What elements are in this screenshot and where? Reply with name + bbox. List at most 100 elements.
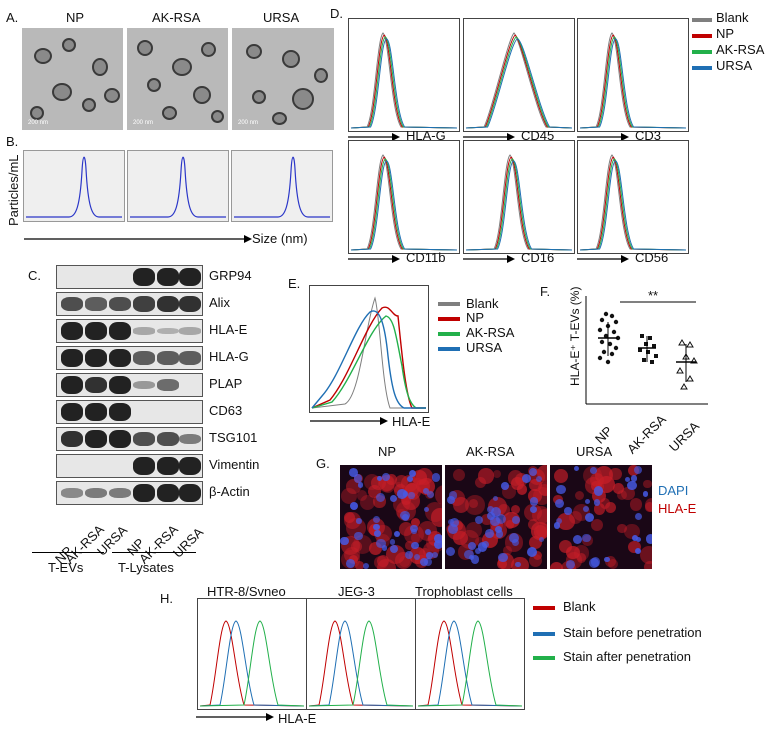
- dapi-nucleus: [495, 526, 503, 534]
- panel-a-title-np: NP: [66, 10, 85, 25]
- blot-strip-hlag: [56, 346, 203, 370]
- hla-e-stain: [430, 508, 442, 527]
- blot-band: [85, 376, 107, 394]
- legend-e-ursa: URSA: [466, 340, 503, 355]
- hla-e-stain: [593, 502, 606, 515]
- blot-strip-plap: [56, 373, 203, 397]
- dapi-nucleus: [372, 523, 380, 531]
- hla-e-stain: [466, 522, 482, 538]
- flow-curves-e: [311, 296, 426, 409]
- dapi-nucleus: [389, 539, 396, 545]
- dapi-nucleus: [413, 553, 421, 560]
- legend-g-hlae: HLA-E: [658, 501, 697, 516]
- panel-f-cat-ursa: URSA: [666, 418, 703, 455]
- dapi-nucleus: [431, 473, 441, 482]
- blot-band: [133, 327, 155, 335]
- legend-d-np: NP: [716, 26, 735, 41]
- panel-e-xlabel: HLA-E: [392, 414, 431, 429]
- hla-e-stain: [452, 468, 466, 482]
- dapi-nucleus: [381, 472, 391, 482]
- blot-label-2: HLA-E: [209, 322, 248, 337]
- hla-e-stain: [640, 545, 652, 564]
- blot-band: [109, 376, 131, 394]
- blot-band: [157, 268, 179, 286]
- hla-e-stain: [621, 486, 635, 501]
- dapi-nucleus: [624, 476, 630, 482]
- dapi-nucleus: [496, 513, 507, 524]
- flow-plot-h-1: [306, 598, 416, 710]
- dapi-nucleus: [407, 476, 414, 482]
- legend-d-blank: Blank: [716, 10, 749, 25]
- legend-d-blank-swatch: [692, 18, 712, 22]
- blot-band: [85, 430, 107, 448]
- hla-e-stain: [527, 518, 539, 530]
- group-label-evs: T-EVs: [48, 560, 84, 575]
- nta-curve-akrsa: [130, 156, 226, 218]
- flow-curves: [579, 32, 687, 129]
- hla-e-stain: [533, 525, 547, 539]
- hla-e-stain: [381, 479, 395, 493]
- legend-e-blank: Blank: [466, 296, 499, 311]
- dapi-nucleus: [490, 506, 501, 517]
- dapi-nucleus: [553, 522, 561, 530]
- flow-plot-cd45: [463, 18, 575, 132]
- legend-h-after-swatch: [533, 656, 555, 660]
- dapi-nucleus: [474, 547, 481, 554]
- blot-band: [133, 351, 155, 365]
- dapi-nucleus: [374, 530, 381, 537]
- blot-band: [133, 380, 155, 390]
- blot-band: [157, 484, 179, 502]
- hla-e-stain: [510, 504, 521, 515]
- hla-e-stain: [452, 496, 469, 513]
- hla-e-stain: [643, 479, 652, 489]
- blot-band: [61, 488, 83, 498]
- dapi-nucleus: [426, 490, 435, 499]
- flow-plot-hlag: [348, 18, 460, 132]
- hla-e-stain: [617, 523, 627, 534]
- hla-e-stain: [590, 518, 603, 531]
- dapi-nucleus: [355, 517, 362, 524]
- panel-h-letter: H.: [160, 591, 173, 606]
- scale-bar-np: 200 nm: [28, 120, 49, 126]
- dapi-nucleus: [511, 516, 521, 525]
- dapi-nucleus: [423, 488, 430, 495]
- group-line-lysates: [112, 552, 196, 553]
- dapi-nucleus: [556, 518, 563, 525]
- blot-strip-tsg101: [56, 427, 203, 451]
- panel-a-letter: A.: [6, 10, 19, 25]
- dapi-nucleus: [448, 524, 459, 534]
- dapi-nucleus: [593, 499, 601, 507]
- hla-e-stain: [492, 470, 502, 479]
- blot-band: [179, 268, 201, 286]
- hla-e-stain: [589, 472, 604, 487]
- blot-band: [61, 296, 83, 312]
- dapi-nucleus: [593, 486, 604, 496]
- flow-curves-h: [417, 620, 523, 707]
- dapi-nucleus: [508, 532, 519, 543]
- legend-e-akrsa-swatch: [438, 332, 460, 336]
- panel-h-title-trophoblast: Trophoblast cells: [415, 584, 513, 599]
- dapi-nucleus: [474, 515, 484, 525]
- flow-curves-h: [308, 620, 414, 707]
- dapi-nucleus: [585, 513, 595, 523]
- dapi-nucleus: [536, 476, 543, 483]
- hla-e-stain: [553, 469, 568, 484]
- flow-curves: [350, 32, 458, 129]
- blot-band: [61, 403, 83, 421]
- dapi-nucleus: [485, 529, 495, 539]
- hla-e-stain: [478, 468, 495, 484]
- hla-e-stain: [411, 533, 421, 543]
- dapi-nucleus: [538, 537, 544, 543]
- legend-h-before-swatch: [533, 632, 555, 636]
- nta-curve-np: [26, 156, 122, 218]
- dapi-nucleus: [501, 482, 510, 490]
- dapi-nucleus: [589, 467, 597, 474]
- group-label-lysates: T-Lysates: [118, 560, 174, 575]
- panel-h-title-htr8: HTR-8/Svneo: [207, 584, 286, 599]
- hla-e-stain: [503, 511, 521, 529]
- flow-x-arrow: [348, 255, 400, 263]
- blot-band: [179, 433, 201, 445]
- dapi-nucleus: [643, 491, 649, 497]
- blot-band: [133, 431, 155, 447]
- hla-e-stain: [469, 499, 478, 508]
